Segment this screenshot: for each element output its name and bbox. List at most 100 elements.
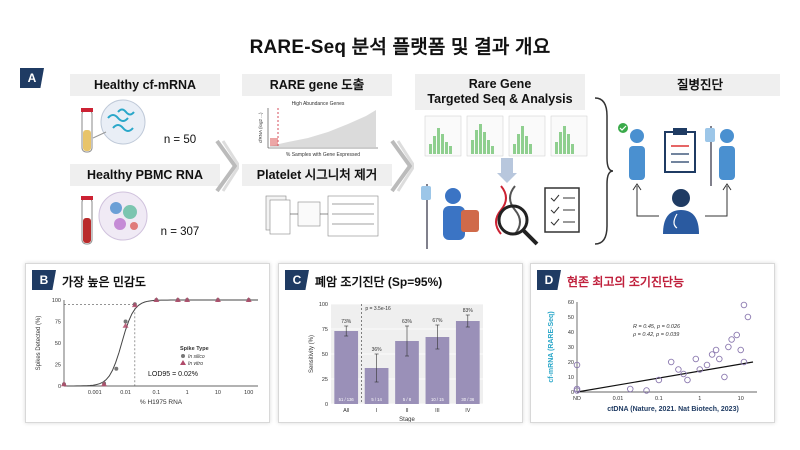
data-point [716,355,723,363]
sensitivity-curve-chart: 0 25 50 75 100 0.001 0.01 0.1 1 10 100 % H1975 RNA S… [36,297,258,406]
x-tick-label: All [343,408,349,414]
healthy-pbmc-n: n = 307 [160,226,200,238]
data-point [692,355,700,363]
y-tick-label: 75 [55,320,61,326]
rare-gene-plot-ylabel: cfRNA (log2 ...) [258,112,263,143]
data-point [740,301,748,309]
section-a-badge: A [20,68,44,88]
section-c-badge: C [285,270,309,290]
y-tick-label: 25 [55,363,61,369]
bar-value-label: 73% [341,319,352,325]
bar-count-label: 30 / 36 [461,397,474,402]
x-tick-label: II [405,408,409,414]
healthy-cf-label: Healthy cf-mRNA [70,74,220,96]
y-tick-label: 20 [568,360,574,366]
stat-line-1: R = 0.45, p = 0.026 [633,324,681,330]
chevron-right-icon [215,139,239,193]
x-tick-label: 1 [698,396,701,402]
legend-title: Spike Type [180,346,209,352]
y-axis-label: Spikes Detected (%) [36,316,42,371]
data-point [721,373,728,381]
x-tick-label: 10 [215,390,221,396]
rare-gene-label: RARE gene 도출 [242,74,392,96]
x-tick-label: 0.1 [153,390,161,396]
chevron-right-icon [390,139,414,193]
bar [425,337,450,404]
x-axis-label: % H1975 RNA [140,399,183,406]
y-tick-label: 0 [325,402,328,408]
x-axis-label: ctDNA (Nature, 2021. Nat Biotech, 2023) [607,406,739,413]
data-point-in-vitro [153,297,160,302]
data-point-in-vitro [122,322,129,328]
bar-value-label: 36% [372,347,383,353]
y-axis-label: Sensitivity (%) [309,335,315,373]
section-c-title: 폐암 조기진단 (Sp=95%) [315,275,443,289]
x-tick-label: IV [465,408,471,414]
ctdna-correlation-chart: 0 10 20 30 40 50 60 ND 0.01 0.1 1 10 cf-mRNA (RARE-S… [548,300,757,413]
data-point [725,343,732,351]
stat-line-2: ρ = 0.42, p = 0.039 [632,332,679,338]
data-point-in-silico [114,366,119,371]
legend-marker-in-vitro [180,360,186,365]
diagnosis-label: 질병진단 [620,74,780,96]
targeted-label-line2: Targeted Seq & Analysis [427,92,573,106]
brace-icon [594,97,613,245]
diagnosis-illustration [618,123,735,234]
y-tick-label: 100 [52,298,61,304]
x-tick-label: I [376,408,378,414]
bar [395,341,419,404]
cf-mrna-illustration [81,99,146,153]
bar-count-label: 51 / 136 [339,397,355,402]
y-tick-label: 0 [571,390,574,396]
p-value-label: p = 3.5e-16 [365,306,391,312]
x-tick-label: ND [573,396,581,402]
bar [455,321,480,404]
platelet-label: Platelet 시그니처 제거 [242,164,392,186]
data-point [655,376,663,384]
healthy-cf-n: n = 50 [163,134,197,146]
bar-count-label: 5 / 14 [371,397,382,402]
legend-label-in-vitro: In vitro [188,361,203,367]
lod-text: LOD95 = 0.02% [148,371,198,378]
bar-count-label: 5 / 8 [403,397,412,402]
x-tick-label: 0.1 [655,396,663,402]
x-tick-label: 0.01 [613,396,624,402]
page-title: RARE-Seq 분석 플랫폼 및 결과 개요 [249,37,551,58]
data-point [680,370,687,378]
legend-label-in-silico: In silico [188,354,205,360]
panel-c: C 폐암 조기진단 (Sp=95%) 0 25 50 75 100 Sensitivity… [278,263,523,423]
y-tick-label: 30 [568,345,574,351]
data-point [696,366,704,373]
bar-count-label: 10 / 15 [431,397,444,402]
y-tick-label: 50 [55,341,61,347]
y-tick-label: 100 [319,302,328,308]
data-point [733,331,740,339]
data-point [626,385,634,393]
y-tick-label: 50 [568,315,574,321]
data-point [684,376,691,384]
fit-line [576,361,754,393]
y-tick-label: 25 [322,377,328,383]
bar-value-label: 83% [463,308,474,314]
y-axis-label: cf-mRNA (RARE-Seq) [548,311,555,382]
section-d-title: 현존 최고의 조기진단능 [567,275,685,289]
section-b-badge: B [32,270,56,290]
section-a: A Healthy cf-mRNA n = 50 Healthy PBMC RN… [10,66,790,256]
panel-b: B 가장 높은 민감도 0 25 50 75 100 0.001 0.01 0.1 1 10 100… [25,263,270,423]
section-d-badge: D [537,270,561,290]
y-tick-label: 0 [58,384,61,390]
y-tick-label: 75 [322,327,328,333]
healthy-pbmc-label: Healthy PBMC RNA [70,164,220,186]
data-point [712,346,720,354]
data-point [675,366,682,373]
data-point [573,361,581,369]
x-tick-label: 0.01 [120,390,131,396]
data-point-in-vitro [214,297,221,302]
x-tick-label: 10 [738,396,744,402]
targeted-label: Rare Gene Targeted Seq & Analysis [415,74,585,110]
data-point [573,387,581,394]
bar-value-label: 63% [402,319,413,325]
data-point-in-vitro [245,297,252,302]
rare-gene-plot: High Abundance Genes % Samples with Gene… [258,101,378,158]
x-tick-label: 100 [244,390,253,396]
